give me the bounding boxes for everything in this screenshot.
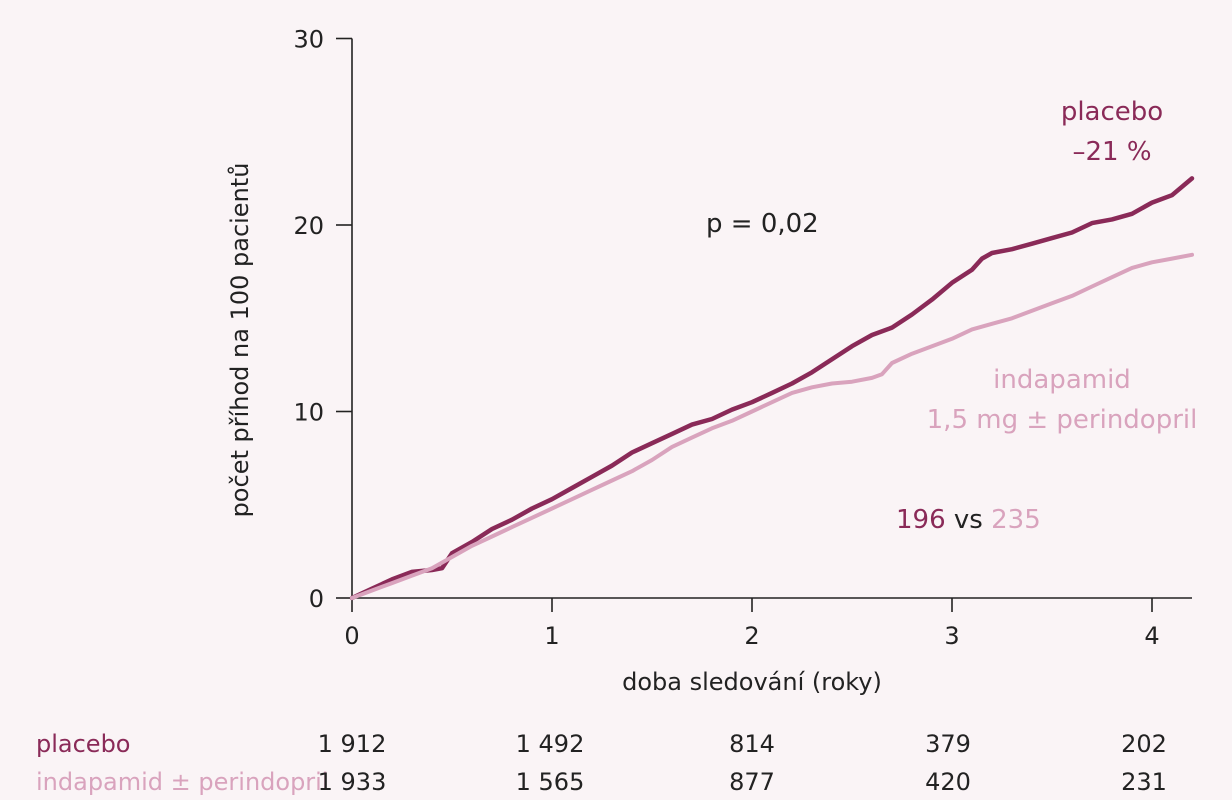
x-axis-title: doba sledování (roky) — [622, 668, 882, 696]
at-risk-value: 814 — [729, 730, 775, 758]
event-count-annotation: 196 vs 235 — [896, 505, 1041, 535]
y-tick-label: 10 — [293, 399, 324, 427]
at-risk-row-label-placebo: placebo — [36, 730, 131, 758]
indapamid-series-label-line1: indapamid — [993, 365, 1131, 395]
series-line-indapamid — [350, 252, 1194, 600]
p-value-annotation: p = 0,02 — [706, 209, 819, 239]
at-risk-value: 1 492 — [516, 730, 585, 758]
x-tick-label: 1 — [544, 622, 559, 650]
y-tick-label: 0 — [309, 585, 324, 613]
event-count-indapamid: 235 — [991, 505, 1041, 535]
at-risk-value: 420 — [925, 768, 971, 796]
series-line-placebo — [349, 176, 1195, 601]
at-risk-table: placebo 1 912 1 492 814 379 202 indapamid ± pe… — [36, 730, 1167, 796]
axes: 0 10 20 30 0 1 2 3 4 — [293, 26, 1192, 650]
at-risk-value: 1 933 — [318, 768, 387, 796]
series-layer — [349, 176, 1195, 601]
x-tick-label: 4 — [1144, 622, 1159, 650]
at-risk-value: 231 — [1121, 768, 1167, 796]
x-tick-label: 3 — [944, 622, 959, 650]
x-tick-label: 0 — [344, 622, 359, 650]
x-tick-label: 2 — [744, 622, 759, 650]
reduction-annotation: –21 % — [1072, 137, 1151, 167]
event-count-placebo: 196 — [896, 505, 946, 535]
placebo-series-label: placebo — [1061, 97, 1163, 127]
event-count-vs: vs — [946, 505, 991, 535]
at-risk-value: 877 — [729, 768, 775, 796]
indapamid-series-label-line2: 1,5 mg ± perindopril — [927, 405, 1198, 435]
y-axis-title: počet příhod na 100 pacientů — [226, 163, 254, 518]
y-tick-label: 30 — [293, 26, 324, 54]
at-risk-row-label-indapamid: indapamid ± perindopril — [36, 768, 329, 796]
at-risk-value: 379 — [925, 730, 971, 758]
at-risk-value: 1 565 — [516, 768, 585, 796]
at-risk-value: 1 912 — [318, 730, 387, 758]
at-risk-value: 202 — [1121, 730, 1167, 758]
y-tick-label: 20 — [293, 212, 324, 240]
